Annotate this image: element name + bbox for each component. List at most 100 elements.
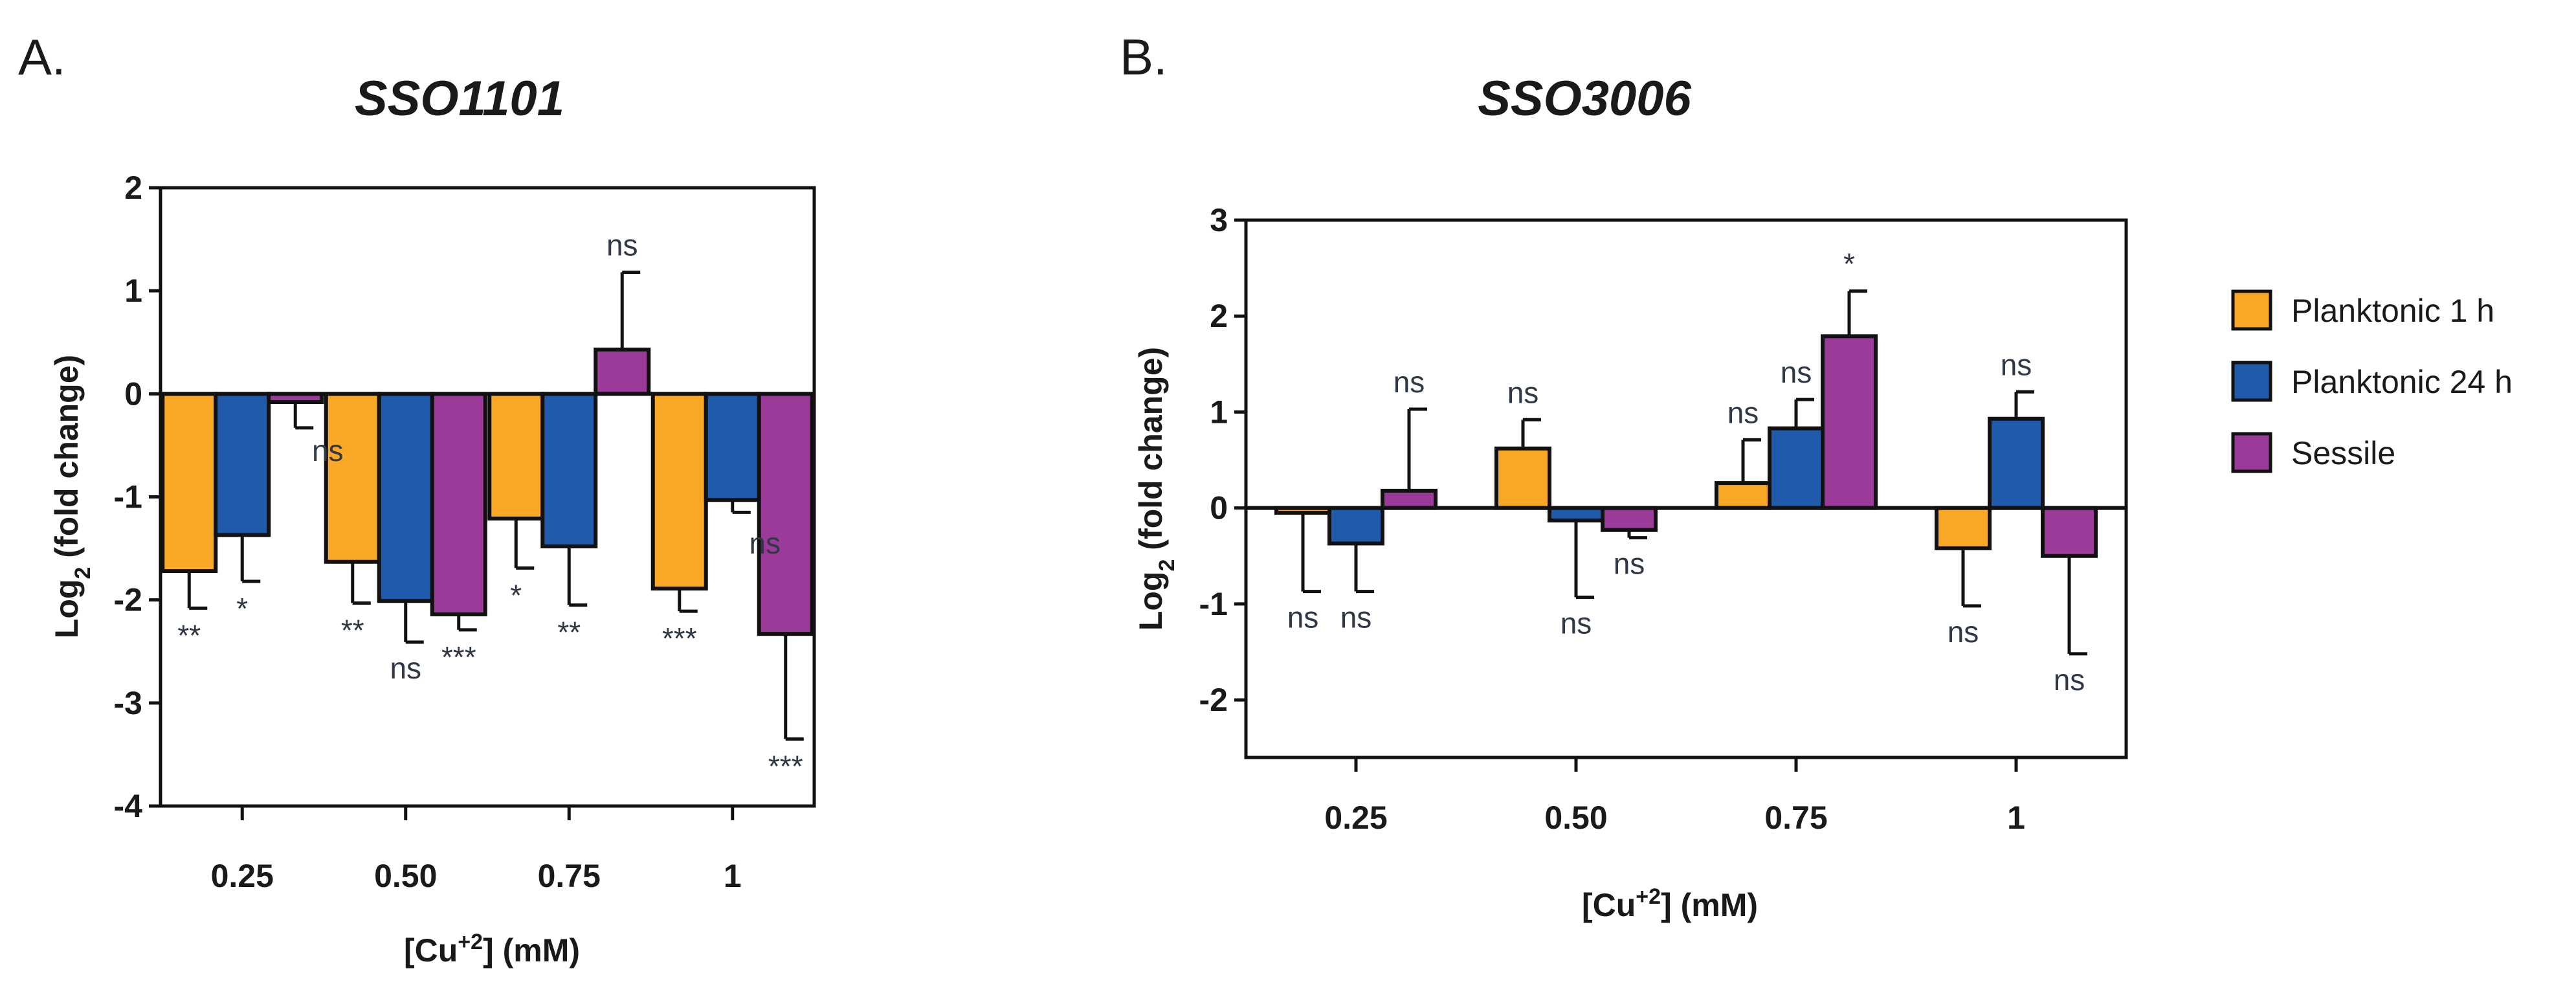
bar-sessile [757,392,814,636]
bar-planktonic-24-h [540,392,598,548]
chart-b-ytick-label: -1 [1199,586,1228,622]
chart-a-xlabel: [Cu+2] (mM) [404,930,580,969]
chart-b-ytick-label: 0 [1210,490,1228,526]
chart-b-y-axis: 3 2 1 0 -1 -2 [1199,202,1246,718]
legend-swatch [2231,289,2272,331]
chart-b-ytick-label: 1 [1210,394,1228,430]
significance-label: ns [1560,606,1592,640]
significance-label: * [236,592,248,625]
chart-a-ylabel-rest: (fold change) [49,355,85,567]
significance-label: ns [2001,348,2032,381]
significance-label: ns [1948,615,1979,649]
significance-label: ns [1507,375,1539,409]
bar-planktonic-24-h [1988,416,2045,510]
bar-sessile [2041,506,2098,558]
chart-b-category-label: 0.50 [1544,800,1607,836]
bar-planktonic-24-h [1768,426,1825,510]
chart-a-y-axis: 2 1 0 -1 -2 -3 -4 [114,170,161,824]
significance-label: *** [768,750,803,783]
chart-b-ytick-label: 3 [1210,202,1228,238]
chart-a-ytick-label: -1 [114,479,142,515]
chart-a-xlabel-open: [Cu [404,932,458,969]
chart-a-xlabel-rest: ] (mM) [483,932,580,969]
bar-sessile [1381,488,1438,510]
chart-a-bars [161,271,814,741]
significance-label: * [1843,247,1855,281]
legend-label: Planktonic 1 h [2291,293,2494,329]
chart-a-category-label: 0.75 [538,858,601,894]
legend-label: Sessile [2291,435,2395,471]
chart-b-x-axis: 0.25 0.50 0.75 1 [1324,757,2025,836]
chart-a-title: SSO1101 [355,71,564,126]
chart-a-ylabel: Log2 (fold change) [49,355,95,638]
significance-label: *** [662,622,697,655]
bar-planktonic-24-h [377,392,434,603]
bar-planktonic-24-h [704,392,761,502]
chart-b-category-label: 1 [2007,800,2025,836]
significance-label: ns [1287,601,1319,634]
significance-label: ns [1393,365,1425,399]
legend-swatch [2231,361,2272,402]
bar-planktonic-1-h [1715,481,1771,510]
bar-planktonic-24-h [214,392,271,537]
chart-a-category-label: 0.50 [374,858,437,894]
chart-b-ylabel-log: Log [1133,572,1169,631]
chart-a-ylabel-sub: 2 [71,567,95,579]
bar-planktonic-1-h [161,392,218,574]
chart-b-title: SSO3006 [1478,71,1691,126]
significance-label: * [510,578,522,612]
bar-sessile [1601,506,1658,532]
chart-b-xlabel-rest: ] (mM) [1661,887,1758,923]
significance-label: ** [177,618,201,652]
panel-b-letter: B. [1120,28,1168,85]
legend: Planktonic 1 h Planktonic 24 h Sessile [2231,289,2513,473]
significance-label: ns [2054,663,2085,697]
chart-b-xlabel: [Cu+2] (mM) [1582,884,1758,923]
chart-a-ytick-label: -2 [114,582,142,618]
legend-label: Planktonic 24 h [2291,364,2513,400]
significance-label: ns [1781,355,1812,389]
chart-a-ytick-label: -4 [114,788,143,824]
chart-b-plot-frame [1244,218,2128,759]
chart-b-category-label: 0.75 [1764,800,1827,836]
chart-b-xlabel-open: [Cu [1582,887,1636,923]
chart-a-xlabel-sup: +2 [458,930,483,954]
significance-label: ns [1727,396,1759,429]
chart-b-ytick-label: -2 [1199,682,1228,718]
chart-a-category-label: 0.25 [211,858,274,894]
chart-b-ylabel-sub: 2 [1155,559,1179,572]
significance-label: ns [390,651,421,685]
bar-planktonic-1-h [650,392,708,591]
bar-planktonic-1-h [1494,446,1551,510]
chart-b-ylabel: Log2 (fold change) [1133,347,1179,631]
significance-label: ns [749,526,781,560]
chart-a: A. SSO1101 210-1-2-3-4 ***ns**ns ******ns… [18,28,816,969]
bar-sessile [1821,334,1878,510]
significance-label: ns [1340,601,1372,634]
chart-b-category-label: 0.25 [1324,800,1387,836]
chart-a-ytick-label: 2 [124,170,142,206]
bar-planktonic-24-h [1327,506,1384,546]
chart-a-ytick-label: -3 [114,685,142,721]
chart-b-ytick-label: 2 [1210,298,1228,334]
chart-a-ylabel-log: Log [49,579,85,639]
bar-sessile [594,347,651,396]
chart-a-category-label: 1 [724,858,742,894]
legend-swatch [2231,432,2272,473]
chart-b-bars [1246,289,2126,656]
chart-a-x-axis: 0.25 0.50 0.75 1 [211,806,742,894]
chart-a-ytick-label: 1 [124,273,142,309]
chart-a-significance-labels: ***ns**ns ******ns***ns*** [177,229,803,783]
chart-a-plot-frame [159,186,816,808]
bar-planktonic-1-h [1935,506,1992,550]
panel-a-letter: A. [18,28,66,85]
significance-label: ** [341,613,364,647]
chart-b-ylabel-rest: (fold change) [1133,347,1169,559]
significance-label: ns [606,229,638,262]
significance-label: ** [557,616,581,649]
significance-label: ns [1614,547,1645,581]
chart-b-xlabel-sup: +2 [1636,884,1661,909]
significance-label: ns [312,434,344,467]
